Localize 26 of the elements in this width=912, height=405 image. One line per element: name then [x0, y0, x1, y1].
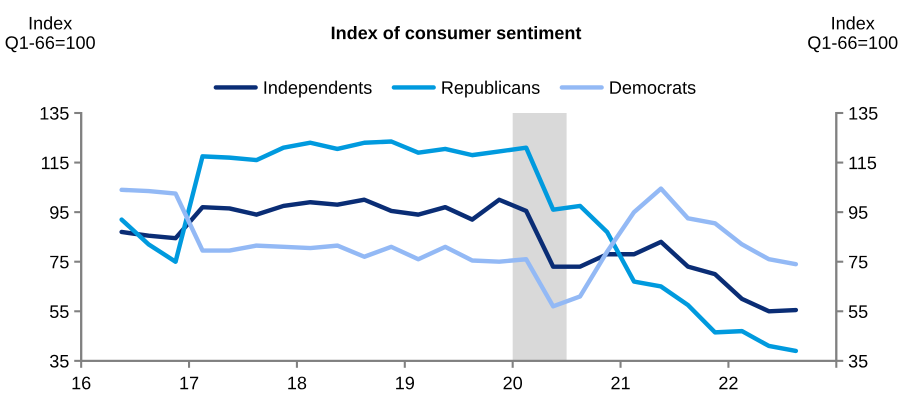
x-tick-label: 18 [288, 376, 306, 390]
y2-tick-label: 115 [849, 156, 876, 170]
x-tick-label: 19 [396, 376, 414, 390]
y2-axis-title: Index Q1-66=100 [808, 16, 898, 52]
x-tick-label: 20 [504, 376, 522, 390]
line-series [119, 139, 798, 354]
y2-tick-label: 95 [848, 206, 868, 219]
chart-title: Index of consumer sentiment [332, 26, 582, 40]
y-tick-label: 95 [50, 206, 69, 219]
y-tick-label: 55 [50, 305, 69, 318]
y-tick-label: 75 [50, 256, 69, 268]
legend-label: Republicans [442, 80, 540, 98]
x-tick-label: 22 [719, 376, 738, 390]
y2-tick-label: 135 [849, 106, 878, 120]
x-tick-label: 17 [180, 376, 198, 390]
legend-label: Independents [264, 80, 372, 98]
y2-tick-label: 35 [848, 354, 868, 368]
y-axis-title: Index Q1-66=100 [6, 16, 95, 52]
y-tick-label: 135 [40, 106, 69, 120]
y2-tick-label: 75 [849, 256, 868, 268]
x-tick-label: 16 [72, 376, 90, 390]
y-tick-label: 115 [42, 156, 69, 170]
legend-label: Democrats [610, 81, 696, 94]
x-tick-label: 21 [611, 376, 630, 390]
y2-tick-label: 55 [848, 305, 868, 318]
y-tick-label: 35 [50, 354, 69, 368]
